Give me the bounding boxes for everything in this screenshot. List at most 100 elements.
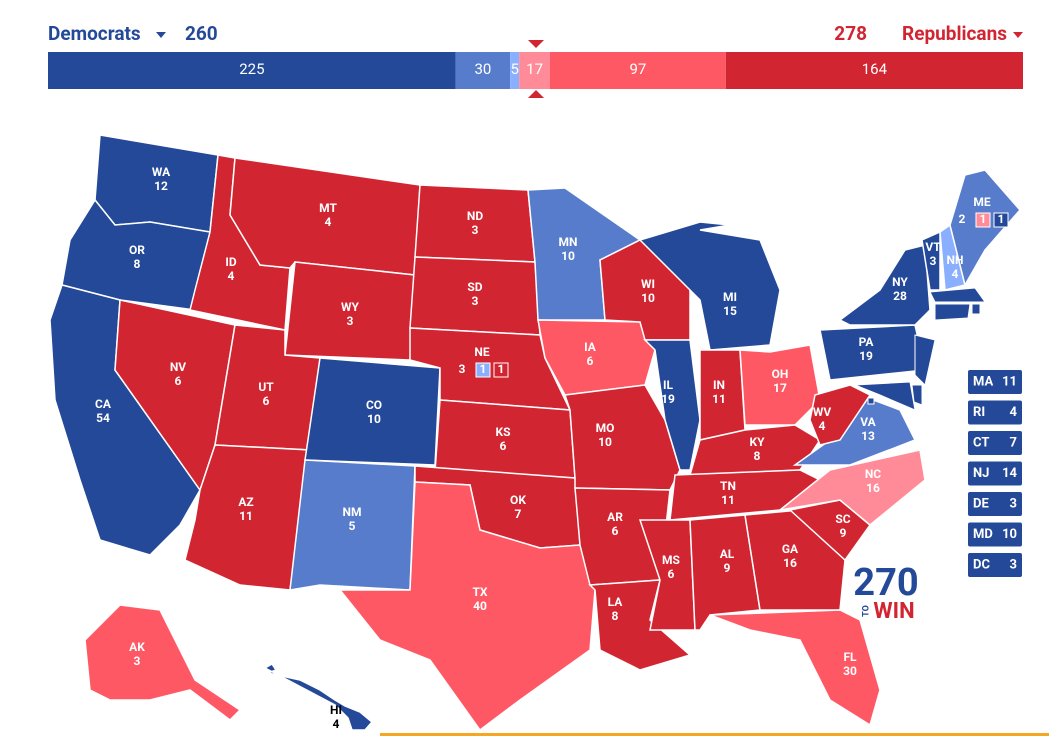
small-state-abbr: CT xyxy=(973,435,989,450)
small-state-votes: 11 xyxy=(1002,374,1017,389)
state-abbr: WV xyxy=(813,405,832,419)
state-votes: 5 xyxy=(349,519,356,533)
state-votes: 8 xyxy=(612,609,619,623)
bar-label: 5 xyxy=(510,60,518,78)
state-abbr: NM xyxy=(343,505,362,519)
state-votes: 11 xyxy=(712,392,726,406)
state xyxy=(914,334,936,386)
state-votes: 54 xyxy=(96,411,110,425)
state-votes: 4 xyxy=(333,717,340,731)
state-abbr: OH xyxy=(772,367,789,381)
district-box xyxy=(975,212,991,228)
state-abbr: ID xyxy=(225,255,237,269)
dem-dropdown[interactable] xyxy=(156,32,166,38)
state xyxy=(809,384,872,446)
win-marker xyxy=(528,90,544,98)
state xyxy=(854,381,916,411)
state-votes: 3 xyxy=(472,294,479,308)
state-abbr: LA xyxy=(608,595,624,609)
district-votes: 1 xyxy=(498,362,505,376)
state-votes: 4 xyxy=(819,419,826,433)
state-abbr: HI xyxy=(330,703,342,717)
state-votes: 4 xyxy=(952,267,959,281)
state-votes: 6 xyxy=(587,354,594,368)
state-votes: 19 xyxy=(661,392,675,406)
state-abbr: KS xyxy=(495,425,510,439)
state-abbr: AK xyxy=(129,640,145,654)
state-abbr: WI xyxy=(641,277,655,291)
state-votes: 3 xyxy=(459,362,466,376)
logo-top: 270 xyxy=(853,561,918,605)
state-abbr: AR xyxy=(607,510,623,524)
state xyxy=(838,244,931,326)
state-abbr: NY xyxy=(892,275,908,289)
small-state-votes: 3 xyxy=(1010,557,1017,572)
state-abbr: MI xyxy=(723,290,737,304)
rep-label[interactable]: Republicans xyxy=(902,22,1007,45)
state-votes: 3 xyxy=(134,654,141,668)
district-box xyxy=(993,212,1009,228)
state-votes: 12 xyxy=(154,179,168,193)
small-state-abbr: NJ xyxy=(973,466,989,481)
state-abbr: NH xyxy=(947,253,964,267)
district-box xyxy=(475,362,491,378)
state xyxy=(289,459,416,591)
state-votes: 16 xyxy=(783,556,797,570)
state-abbr: MO xyxy=(596,421,615,435)
state-votes: 19 xyxy=(859,349,873,363)
state-votes: 6 xyxy=(668,567,675,581)
district-votes: 1 xyxy=(980,212,987,226)
state-votes: 28 xyxy=(893,289,907,303)
state-labels: WA12OR8CA54ID4NV6MT4WY3UT6AZ11CO10NM5ND3… xyxy=(95,165,1009,731)
state-votes: 9 xyxy=(840,526,847,540)
state-votes: 8 xyxy=(134,257,141,271)
bar-label: 225 xyxy=(239,60,264,78)
dem-label[interactable]: Democrats xyxy=(48,22,141,45)
state-votes: 15 xyxy=(723,304,737,318)
state xyxy=(867,397,875,405)
small-state-votes: 14 xyxy=(1002,466,1017,481)
small-state-box xyxy=(968,431,1022,455)
state xyxy=(934,303,971,321)
small-state-box xyxy=(968,461,1022,486)
small-state-votes: 3 xyxy=(1010,496,1017,511)
state-abbr: IN xyxy=(713,378,725,392)
state-votes: 9 xyxy=(724,561,731,575)
state-abbr: KY xyxy=(749,435,765,449)
state-abbr: MT xyxy=(319,201,337,215)
small-state-abbr: RI xyxy=(973,405,985,420)
state-abbr: OK xyxy=(510,493,526,507)
state-abbr: OR xyxy=(129,243,145,257)
state-abbr: NV xyxy=(170,360,186,374)
district-votes: 1 xyxy=(998,212,1005,226)
state-votes: 10 xyxy=(561,249,575,263)
state-votes: 7 xyxy=(515,507,522,521)
state-abbr: PA xyxy=(859,335,875,349)
small-state-votes: 10 xyxy=(1002,527,1017,542)
small-states-list: MA 11 RI 4 CT 7 NJ 14 DE 3 MD 10 DC 3 xyxy=(968,370,1022,577)
state-abbr: IL xyxy=(663,378,674,392)
state-votes: 6 xyxy=(175,374,182,388)
state-votes: 6 xyxy=(500,439,507,453)
state-votes: 13 xyxy=(861,429,875,443)
state-votes: 11 xyxy=(721,493,735,507)
bar-segment xyxy=(725,52,1023,89)
state-votes: 17 xyxy=(773,381,787,395)
state-abbr: SC xyxy=(835,512,850,526)
state-votes: 16 xyxy=(866,481,880,495)
bottom-strip xyxy=(380,733,1049,736)
state xyxy=(638,519,696,631)
bar-segment xyxy=(455,52,511,89)
state-abbr: SD xyxy=(467,280,482,294)
state-abbr: VT xyxy=(925,240,941,254)
state-abbr: VA xyxy=(860,415,876,429)
state-abbr: ND xyxy=(467,209,483,223)
rep-total: 278 xyxy=(834,22,867,45)
state-abbr: CA xyxy=(95,397,112,411)
state-votes: 11 xyxy=(239,509,253,523)
state-abbr: FL xyxy=(843,650,857,664)
rep-dropdown[interactable] xyxy=(1013,32,1023,38)
dem-total: 260 xyxy=(185,22,218,45)
state-abbr: TN xyxy=(720,479,736,493)
